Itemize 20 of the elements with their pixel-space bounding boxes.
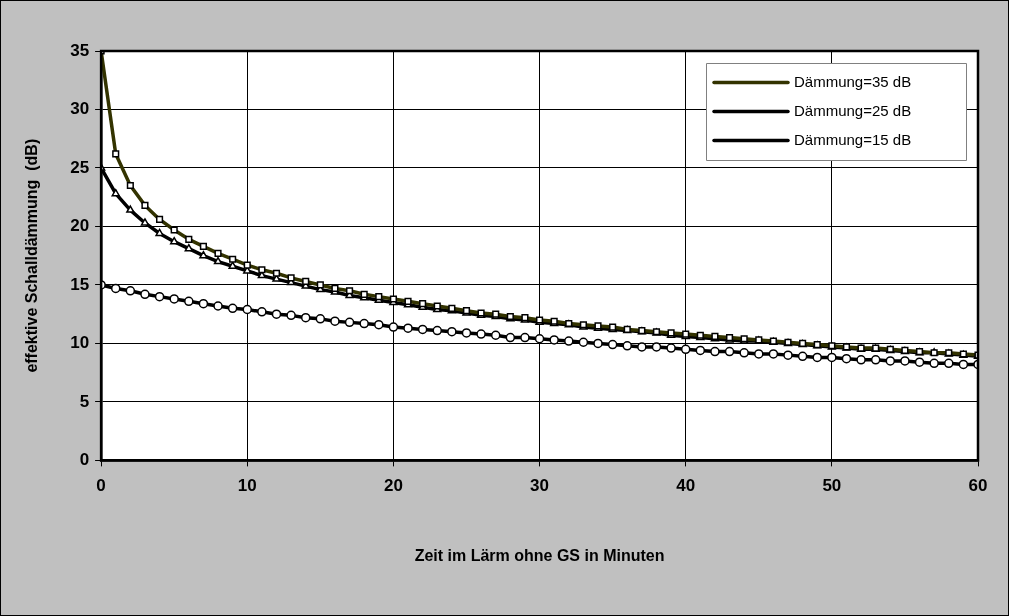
y-tick-label: 25 xyxy=(70,157,90,177)
y-tick-label: 5 xyxy=(79,391,90,411)
x-tick-label: 20 xyxy=(383,476,403,496)
legend-label: Dämmung=35 dB xyxy=(794,72,912,90)
x-tick-label: 60 xyxy=(968,476,988,496)
x-tick-label: 40 xyxy=(676,476,696,496)
y-tick-label: 20 xyxy=(70,216,90,236)
x-axis-title: Zeit im Lärm ohne GS in Minuten xyxy=(414,546,665,564)
x-tick-label: 10 xyxy=(237,476,257,496)
y-axis-title: effektive Schalldämmung (dB) xyxy=(23,138,41,373)
x-tick-label: 50 xyxy=(822,476,842,496)
y-tick-label: 15 xyxy=(70,274,90,294)
y-tick-label: 0 xyxy=(79,450,90,470)
legend-label: Dämmung=15 dB xyxy=(794,130,912,148)
legend-label: Dämmung=25 dB xyxy=(794,101,912,119)
x-tick-label: 0 xyxy=(96,476,106,496)
y-tick-label: 10 xyxy=(70,333,90,353)
x-tick-label: 30 xyxy=(530,476,550,496)
y-tick-label: 30 xyxy=(70,99,90,119)
y-tick-label: 35 xyxy=(70,40,90,60)
